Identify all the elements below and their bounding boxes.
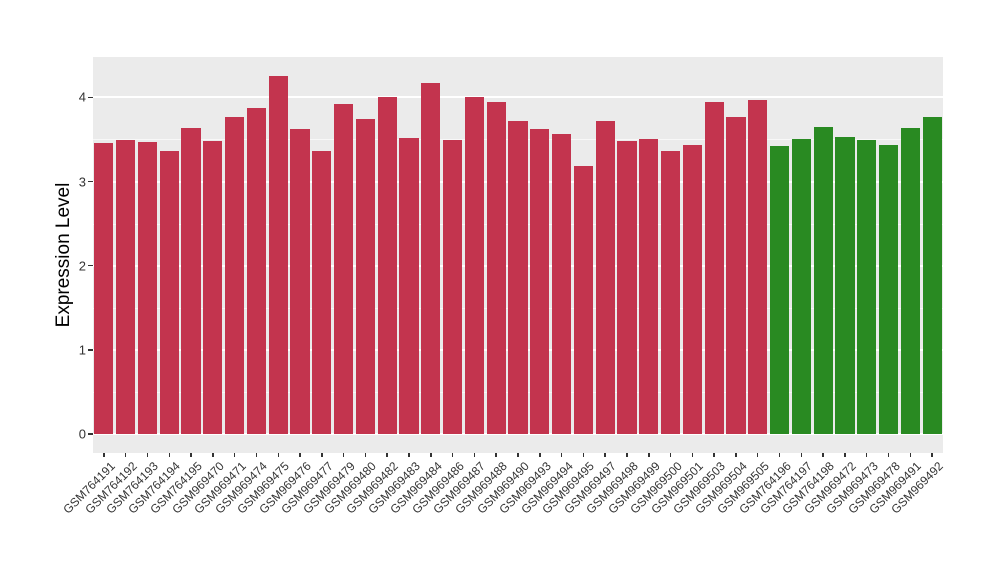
x-tick-mark [735,453,737,457]
bar-GSM764195 [181,127,201,434]
x-tick-mark [299,453,301,457]
x-tick-mark [495,453,497,457]
bar-GSM764194 [159,151,179,434]
y-tick-mark [88,349,93,351]
x-tick-mark [233,453,236,457]
x-tick-mark [691,453,694,457]
y-tick-label: 1 [78,342,86,358]
x-tick-mark [604,453,606,457]
x-tick-mark [277,453,279,457]
bar-GSM764192 [116,140,136,434]
major-gridline [93,96,943,99]
x-tick-mark [321,453,323,457]
bar-GSM969498 [617,141,637,434]
y-tick-label: 3 [78,174,86,190]
bar-GSM969475 [268,75,288,434]
bar-GSM969490 [508,120,528,434]
x-tick-mark [146,453,149,457]
bar-GSM969474 [246,108,267,434]
bar-GSM764196 [769,146,790,434]
bar-GSM969486 [443,140,463,434]
bar-GSM969478 [878,145,899,434]
x-tick-mark [865,453,868,457]
bar-GSM969473 [857,140,877,434]
y-tick-label: 0 [78,426,86,442]
x-tick-mark [582,453,585,457]
y-tick-mark [88,96,93,99]
bar-GSM764191 [94,142,114,434]
y-axis-title: Expression Level [53,182,74,328]
x-tick-mark [408,453,410,457]
bar-GSM969503 [704,102,724,434]
x-tick-mark [648,453,650,457]
x-tick-mark [255,453,258,457]
x-tick-mark [822,453,824,457]
x-tick-mark [931,453,933,457]
x-tick-mark [430,453,432,457]
bar-GSM969471 [225,116,245,434]
x-tick-mark [626,453,628,457]
x-tick-mark [190,453,192,457]
bar-GSM969497 [595,120,615,434]
bar-GSM969472 [835,136,855,434]
x-tick-mark [909,453,912,457]
bar-GSM969500 [660,151,681,434]
x-tick-mark [517,453,519,457]
x-tick-mark [364,453,367,457]
bar-GSM969505 [748,99,768,434]
x-tick-mark [756,453,759,457]
bar-GSM969470 [203,141,223,434]
bar-GSM764197 [791,138,811,434]
x-tick-mark [713,453,715,457]
bar-GSM969488 [486,102,506,434]
y-tick-label: 4 [78,89,86,105]
y-tick-mark [88,180,93,183]
plot-panel [93,57,943,453]
bar-GSM764198 [813,126,833,434]
x-tick-mark [844,453,846,457]
x-tick-mark [124,453,127,457]
bar-GSM969494 [552,134,572,434]
bar-GSM969501 [682,144,702,434]
x-tick-mark [168,453,171,457]
bar-GSM969495 [573,166,593,434]
bar-GSM969493 [530,128,550,434]
x-tick-mark [103,453,105,457]
major-gridline [93,433,943,435]
x-tick-mark [539,453,541,457]
x-tick-mark [212,453,214,457]
bar-GSM969483 [399,137,419,434]
bar-GSM969476 [290,129,310,434]
bar-GSM969482 [377,96,397,434]
bar-GSM969477 [312,151,332,434]
x-tick-mark [473,453,476,457]
x-tick-mark [887,453,890,457]
bar-GSM969484 [421,83,441,434]
x-tick-mark [778,453,781,457]
x-tick-mark [386,453,388,457]
y-tick-mark [88,433,93,435]
bar-GSM969487 [464,97,484,434]
y-tick-mark [88,264,93,267]
x-tick-mark [669,453,672,457]
x-tick-mark [342,453,345,457]
x-tick-mark [800,453,803,457]
bar-GSM969499 [639,138,659,434]
y-tick-label: 2 [78,258,86,274]
bar-GSM969480 [355,119,376,434]
x-tick-mark [560,453,563,457]
bar-GSM969504 [726,116,746,434]
bar-GSM764193 [137,141,158,434]
bar-GSM969491 [900,127,920,434]
bar-GSM969492 [922,116,942,434]
bar-GSM969479 [334,104,354,434]
x-tick-mark [451,453,454,457]
